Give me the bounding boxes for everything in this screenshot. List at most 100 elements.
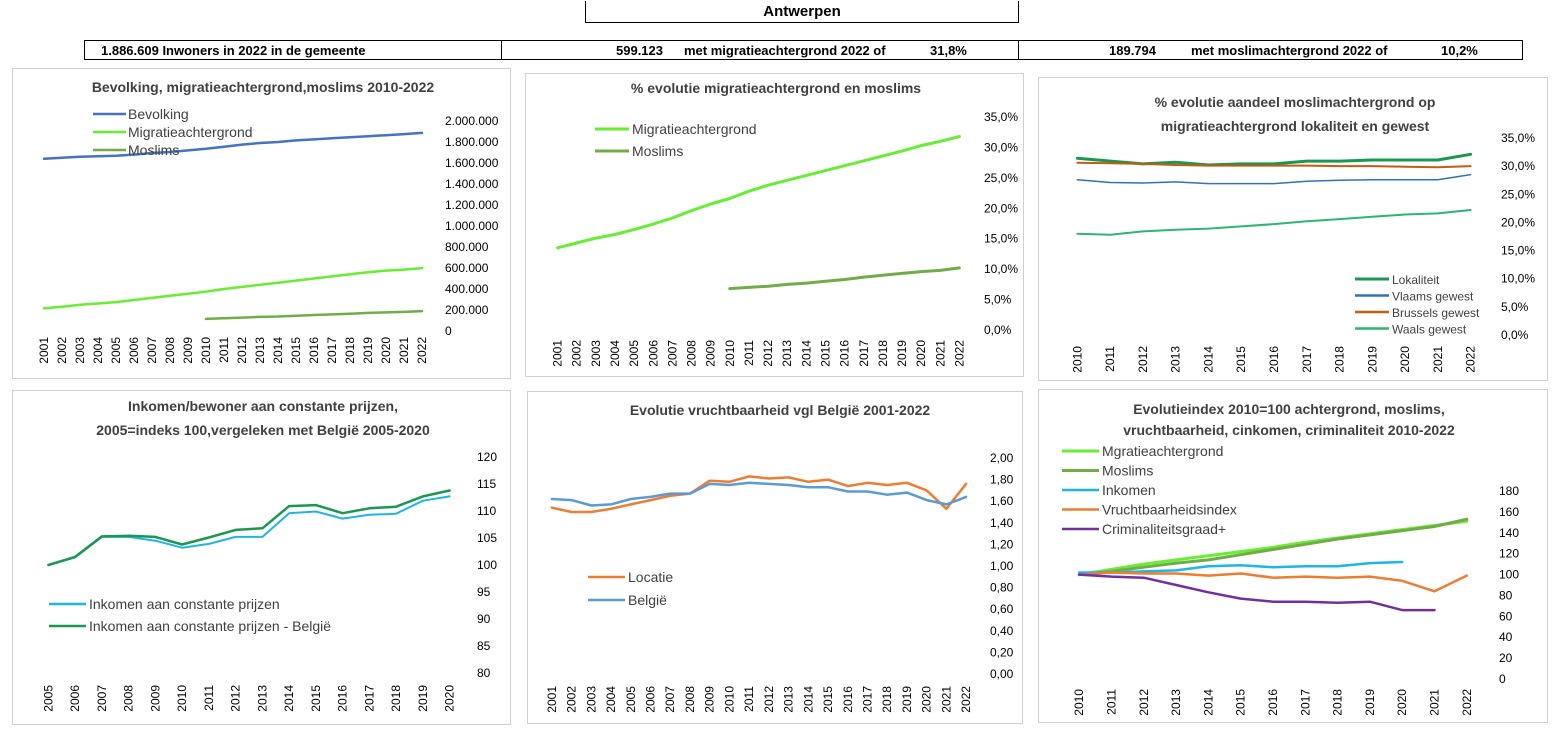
x-tick-label: 2004	[608, 340, 622, 367]
x-tick-label: 2015	[821, 686, 835, 713]
x-tick-label: 2005	[624, 686, 638, 713]
x-tick-label: 2010	[175, 685, 189, 712]
y-tick-label: 90	[477, 612, 491, 626]
y-tick-label: 120	[1499, 547, 1519, 561]
y-tick-label: 160	[1499, 505, 1519, 519]
legend-label: België	[628, 592, 667, 608]
x-tick-label: 2012	[1137, 689, 1151, 716]
series-line-3	[1076, 161, 1472, 169]
x-tick-label: 2022	[959, 686, 973, 713]
y-tick-label: 140	[1499, 526, 1519, 540]
chart-index: Evolutieindex 2010=100 achtergrond, mosl…	[1062, 401, 1519, 716]
y-tick-label: 1.400.000	[445, 177, 499, 191]
y-tick-label: 1,20	[990, 537, 1014, 551]
x-tick-label: 2014	[1201, 689, 1215, 716]
x-tick-label: 2015	[1234, 346, 1248, 373]
chart-panel-index: Evolutieindex 2010=100 achtergrond, mosl…	[1038, 389, 1548, 723]
x-tick-label: 2015	[818, 340, 832, 367]
chart-title: 2005=indeks 100,vergeleken met België 20…	[96, 422, 430, 438]
legend-label: Locatie	[628, 569, 673, 585]
x-tick-label: 2010	[199, 337, 213, 364]
x-tick-label: 2011	[217, 337, 231, 363]
x-tick-label: 2002	[565, 686, 579, 713]
series-line-1	[550, 475, 968, 514]
chart-title: % evolutie aandeel moslimachtergrond op	[1155, 94, 1436, 110]
x-tick-label: 2020	[1398, 346, 1412, 373]
x-tick-label: 2007	[663, 686, 677, 713]
y-tick-label: 100	[1499, 568, 1519, 582]
x-tick-label: 2019	[1365, 346, 1379, 373]
x-tick-label: 2019	[895, 340, 909, 367]
legend-label: Migratieachtergrond	[128, 124, 253, 140]
series-line-5	[1077, 573, 1436, 612]
x-tick-label: 2012	[235, 337, 249, 364]
x-tick-label: 2003	[584, 686, 598, 713]
y-tick-label: 120	[477, 450, 497, 464]
y-tick-label: 80	[477, 666, 491, 680]
legend-label: Moslims	[128, 142, 179, 158]
legend-label: Inkomen	[1102, 482, 1156, 498]
series-line-3	[204, 309, 424, 321]
y-tick-label: 1,40	[990, 516, 1014, 530]
chart-title: % evolutie migratieachtergrond en moslim…	[631, 80, 921, 96]
legend-label: Bevolking	[128, 106, 189, 122]
legend-label: Inkomen aan constante prijzen - België	[89, 618, 331, 634]
chart-title: Inkomen/bewoner aan constante prijzen,	[128, 398, 398, 414]
chart-panel-percentage: % evolutie migratieachtergrond en moslim…	[525, 73, 1024, 377]
chart-title: migratieachtergrond lokaliteit en gewest	[1161, 118, 1430, 134]
legend-label: Vlaams gewest	[1392, 290, 1474, 304]
x-tick-label: 2008	[122, 685, 136, 712]
x-tick-label: 2017	[1298, 689, 1312, 716]
legend-label: Lokaliteit	[1392, 273, 1440, 287]
chart-title: Bevolking, migratieachtergrond,moslims 2…	[92, 79, 435, 95]
x-tick-label: 2017	[1300, 346, 1314, 373]
x-tick-label: 2012	[1136, 346, 1150, 373]
x-tick-label: 2022	[415, 337, 429, 364]
y-tick-label: 1,00	[990, 559, 1014, 573]
migration-text: met migratieachtergrond 2022 of	[684, 43, 886, 58]
x-tick-label: 2016	[838, 340, 852, 367]
x-tick-label: 2013	[780, 340, 794, 367]
series-line-2	[550, 481, 968, 507]
y-tick-label: 2,00	[990, 451, 1014, 465]
y-tick-label: 0	[1499, 672, 1506, 686]
y-tick-label: 200.000	[445, 303, 489, 317]
x-tick-label: 2012	[229, 685, 243, 712]
x-tick-label: 2017	[857, 340, 871, 367]
x-tick-label: 2012	[762, 686, 776, 713]
x-tick-label: 2001	[545, 686, 559, 713]
y-tick-label: 0	[445, 324, 452, 338]
x-tick-label: 2020	[443, 685, 457, 712]
x-tick-label: 2008	[683, 686, 697, 713]
y-tick-label: 5,0%	[984, 293, 1012, 307]
y-tick-label: 105	[477, 531, 497, 545]
x-tick-label: 2001	[551, 340, 565, 367]
x-tick-label: 2011	[1104, 689, 1118, 715]
chart-fertility: Evolutie vruchtbaarheid vgl België 2001-…	[545, 402, 1014, 713]
x-tick-label: 2020	[920, 686, 934, 713]
x-tick-label: 2009	[704, 340, 718, 367]
x-tick-label: 2003	[589, 340, 603, 367]
y-tick-label: 1.200.000	[445, 198, 499, 212]
y-tick-label: 1,60	[990, 494, 1014, 508]
x-tick-label: 2011	[1103, 346, 1117, 372]
summary-migration: 599.123 met migratieachtergrond 2022 of …	[501, 40, 1019, 60]
y-tick-label: 0,60	[990, 602, 1014, 616]
population-text: 1.886.609 Inwoners in 2022 in de gemeent…	[101, 43, 366, 58]
y-tick-label: 0,0%	[984, 323, 1012, 337]
x-tick-label: 2007	[145, 337, 159, 364]
y-tick-label: 1.000.000	[445, 219, 499, 233]
legend-label: Inkomen aan constante prijzen	[89, 596, 280, 612]
x-tick-label: 2018	[876, 340, 890, 367]
y-tick-label: 180	[1499, 484, 1519, 498]
x-tick-label: 2008	[685, 340, 699, 367]
x-tick-label: 2016	[841, 686, 855, 713]
y-tick-label: 40	[1499, 630, 1513, 644]
migration-pct: 31,8%	[930, 43, 967, 58]
x-tick-label: 2019	[900, 686, 914, 713]
x-tick-label: 2009	[703, 686, 717, 713]
legend-label: Mgratieachtergrond	[1102, 443, 1223, 459]
x-tick-label: 2013	[782, 686, 796, 713]
x-tick-label: 2006	[644, 686, 658, 713]
y-tick-label: 30,0%	[1501, 159, 1535, 173]
